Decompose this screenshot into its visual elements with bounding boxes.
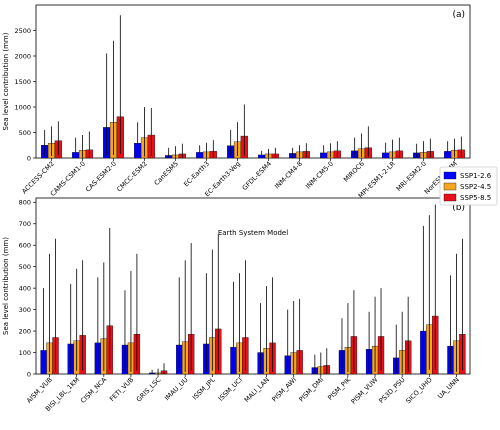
x-tick-label: SICO_UHO — [404, 376, 433, 405]
category-group — [393, 296, 412, 375]
legend: SSP1-2.6 SSP2-4.5 SSP5-8.5 — [439, 166, 498, 206]
category-group — [413, 138, 434, 159]
category-group — [382, 137, 403, 159]
x-axis-label: Earth System Model — [218, 229, 288, 237]
y-tick-label: 0 — [27, 154, 31, 162]
x-tick-label: CAS-ESM2-0 — [84, 160, 118, 194]
category-group — [148, 363, 168, 375]
panel-label: (b) — [452, 203, 465, 213]
x-tick-label: IMAU_UU — [163, 376, 190, 403]
panel-a-chart: 0 500 1000 1500 2000 2500 Sea level contributi… — [2, 4, 471, 237]
category-group — [289, 143, 310, 159]
category-group — [134, 107, 155, 159]
x-tick-label: PISM_PIK — [326, 375, 353, 402]
category-group — [103, 15, 124, 159]
x-tick-label: CMCC-ESM2 — [115, 160, 149, 194]
y-tick-label: 0 — [27, 370, 31, 378]
legend-label: SSP2-4.5 — [460, 183, 491, 191]
y-tick-label: 1000 — [14, 103, 31, 111]
legend-label: SSP5-8.5 — [460, 194, 491, 202]
x-tick-label: EC-Earth3 — [182, 160, 211, 189]
category-group — [444, 136, 465, 159]
category-group — [41, 121, 62, 159]
category-group — [230, 260, 249, 375]
legend-swatch-ssp585 — [443, 193, 457, 202]
legend-swatch-ssp126 — [443, 171, 457, 180]
category-group — [420, 204, 439, 375]
x-tick-label: FETI_VUB — [108, 376, 135, 403]
category-group — [311, 348, 330, 375]
y-tick-label: 2000 — [14, 52, 31, 60]
legend-label: SSP1-2.6 — [460, 172, 492, 180]
x-tick-label: INM-CM4-8 — [273, 160, 304, 191]
y-tick-label: 500 — [19, 263, 31, 271]
plot-frame — [35, 197, 471, 375]
x-tick-label: CISM_NCA — [79, 375, 109, 405]
x-tick-label: PISM_VUW — [349, 375, 379, 405]
category-group — [176, 243, 195, 375]
x-tick-label: PS3D_PSU — [377, 376, 406, 405]
category-group — [257, 277, 276, 375]
category-group — [351, 126, 372, 159]
y-tick-label: 700 — [19, 220, 31, 228]
plot-frame — [35, 4, 471, 159]
category-group — [365, 288, 385, 375]
category-group — [338, 290, 358, 375]
category-group — [227, 104, 248, 159]
category-group — [258, 147, 279, 159]
category-group — [284, 298, 303, 375]
y-tick-label: 300 — [19, 306, 31, 314]
y-axis-label: Sea level contribution (mm) — [2, 237, 10, 335]
y-tick-label: 600 — [19, 242, 31, 250]
x-tick-label: GFDL-ESM4 — [241, 160, 273, 192]
category-group — [40, 238, 59, 375]
x-tick-label: MALI_LAN — [243, 376, 271, 404]
category-group — [67, 260, 86, 375]
x-tick-label: ISSM_UCI — [217, 376, 244, 403]
panel-label: (a) — [452, 10, 465, 20]
y-tick-label: 800 — [19, 199, 31, 207]
y-tick-label: 100 — [19, 349, 31, 357]
y-tick-label: 200 — [19, 327, 31, 335]
x-tick-label: GRIS_LSC — [135, 375, 163, 403]
category-group — [196, 140, 217, 159]
category-group — [72, 131, 93, 159]
x-tick-label: INM-CM5-0 — [304, 160, 335, 191]
x-tick-label: MRI-ESM2-0 — [395, 160, 428, 193]
category-group — [165, 143, 186, 159]
legend-swatch-ssp245 — [443, 182, 457, 191]
category-group — [94, 228, 113, 375]
category-group — [447, 238, 466, 375]
y-tick-label: 400 — [19, 284, 31, 292]
x-tick-label: PISM_AWI — [270, 376, 298, 404]
y-tick-label: 500 — [19, 129, 31, 137]
category-group — [320, 141, 341, 159]
x-tick-label: MIROC6 — [342, 160, 366, 184]
x-tick-label: CanESM5 — [153, 160, 180, 187]
x-tick-label: UA_UNN — [436, 376, 461, 401]
x-tick-label: ISSM_JPL — [191, 376, 217, 402]
category-group — [203, 234, 222, 375]
x-tick-label: PISM_DMI — [297, 376, 325, 404]
y-tick-label: 1500 — [14, 78, 31, 86]
category-group — [121, 253, 141, 375]
y-axis-label: Sea level contribution (mm) — [2, 32, 10, 130]
y-tick-label: 2500 — [14, 27, 31, 35]
